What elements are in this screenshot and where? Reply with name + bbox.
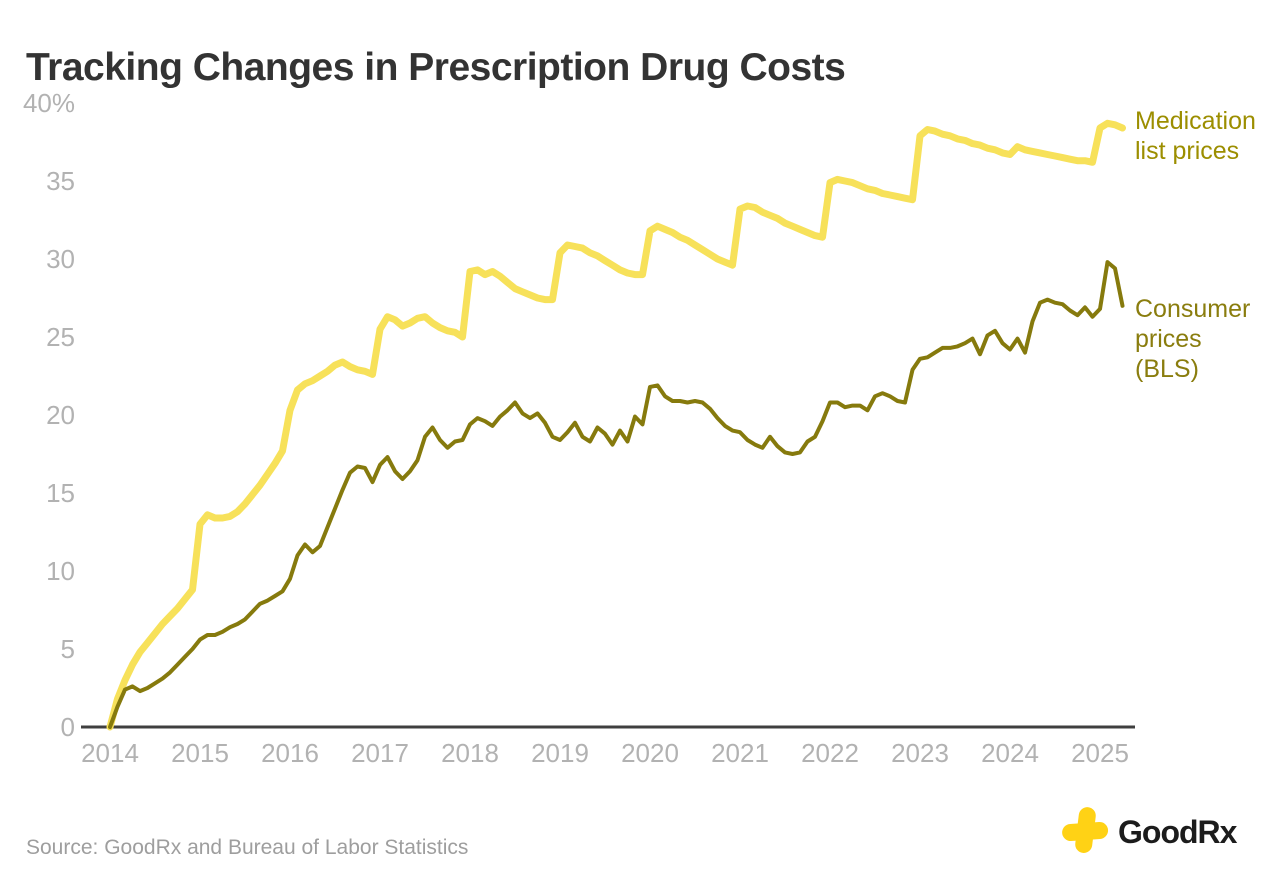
page-title: Tracking Changes in Prescription Drug Co… — [26, 46, 846, 90]
series-line-medication-list-prices — [106, 119, 1126, 731]
series-line-consumer-prices-bls — [108, 260, 1125, 729]
y-axis-tick-label: 5 — [61, 634, 75, 664]
legend-consumer-prices-bls: Consumer prices (BLS) — [1135, 295, 1251, 383]
y-axis-tick-label: 30 — [46, 244, 75, 274]
goodrx-wordmark: GoodRx — [1118, 814, 1237, 850]
source-note: Source: GoodRx and Bureau of Labor Stati… — [26, 836, 469, 859]
y-axis-tick-label: 20 — [46, 400, 75, 430]
y-axis-tick-label: 15 — [46, 478, 75, 508]
y-axis-tick-label: 35 — [46, 166, 75, 196]
y-axis-tick-label: 10 — [46, 556, 75, 586]
y-axis-tick-label: 25 — [46, 322, 75, 352]
x-axis-tick-label: 2025 — [1071, 738, 1129, 768]
goodrx-logo: GoodRx — [1060, 804, 1237, 861]
x-axis-tick-label: 2017 — [351, 738, 409, 768]
x-axis-tick-label: 2021 — [711, 738, 769, 768]
x-axis-tick-label: 2019 — [531, 738, 589, 768]
x-axis-tick-label: 2023 — [891, 738, 949, 768]
x-axis-tick-label: 2016 — [261, 738, 319, 768]
x-axis-tick-label: 2014 — [81, 738, 139, 768]
y-axis-tick-label: 40% — [23, 88, 75, 118]
x-axis-tick-label: 2015 — [171, 738, 229, 768]
x-axis-tick-label: 2024 — [981, 738, 1039, 768]
goodrx-cross-icon — [1060, 804, 1110, 861]
x-axis-tick-label: 2022 — [801, 738, 859, 768]
x-axis-tick-label: 2020 — [621, 738, 679, 768]
y-axis-tick-label: 0 — [61, 712, 75, 742]
x-axis-tick-label: 2018 — [441, 738, 499, 768]
legend-medication-list-prices: Medication list prices — [1135, 107, 1256, 165]
